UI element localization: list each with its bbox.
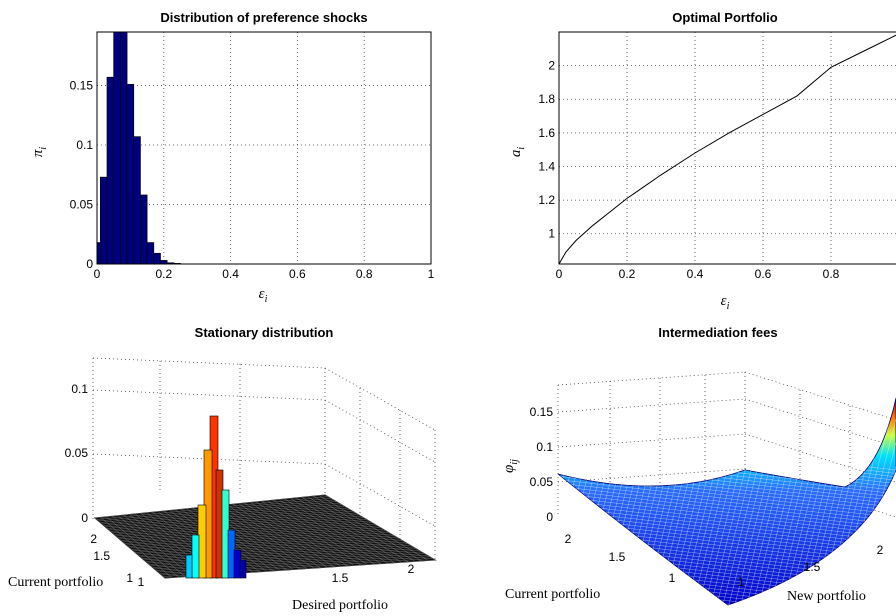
histogram-bar <box>96 242 101 265</box>
z-tick-label: 0 <box>546 510 553 524</box>
histogram-bar <box>160 260 168 265</box>
histogram-bar <box>126 83 135 265</box>
y-tick-label: 1.8 <box>538 92 555 106</box>
x-tick-label: 1 <box>428 267 435 281</box>
chart-title-3: Stationary distribution <box>195 325 334 340</box>
z-ticks-4: 0.15 0.1 0.05 0 <box>530 405 554 524</box>
y-tick-label: 1.5 <box>93 549 110 563</box>
y-ticks-4: 2 1.5 1 <box>565 532 676 585</box>
x-tick-label: 0.4 <box>222 267 239 281</box>
y-tick-label: 1.6 <box>538 126 555 140</box>
y-tick-label: 0.1 <box>76 138 93 152</box>
x-tick-label: 0 <box>94 267 101 281</box>
panel-stationary-distribution: Stationary distribution <box>8 325 437 613</box>
spike-bar <box>185 554 193 579</box>
y-tick-label: 1.4 <box>538 159 555 173</box>
histogram-bar <box>140 194 148 265</box>
histogram-bar <box>113 31 121 265</box>
x-tick-label: 0.8 <box>823 267 840 281</box>
y-tick-label: 1.5 <box>609 550 626 564</box>
x-tick-label: 0.2 <box>155 267 172 281</box>
y-axis-label-4: Current portfolio <box>505 587 600 602</box>
histogram-bar <box>99 176 108 265</box>
y-tick-label: 1 <box>548 227 555 241</box>
histogram-bar <box>106 76 115 265</box>
x-tick-label: 0.2 <box>619 267 636 281</box>
z-tick-label: 0 <box>81 511 88 525</box>
y-tick-label: 2 <box>548 59 555 73</box>
z-tick-label: 0.1 <box>536 440 553 454</box>
histogram-bar <box>120 31 128 265</box>
x-ticks-4: 1 1.5 2 <box>738 543 884 589</box>
chart-title-2: Optimal Portfolio <box>672 10 778 25</box>
x-tick-label: 1 <box>138 575 145 589</box>
x-tick-label: 0.6 <box>755 267 772 281</box>
line-series <box>558 34 896 265</box>
histogram-bar <box>153 252 161 265</box>
y-axis-label-1: πi <box>30 147 49 158</box>
y-tick-label: 0.05 <box>70 198 94 212</box>
y-tick-label: 2 <box>565 532 572 546</box>
plot-frame-1 <box>96 31 432 265</box>
panel-optimal-portfolio: Optimal Portfolio 00.20.40.60.8111.21.41… <box>508 10 896 312</box>
histogram-bar <box>133 136 141 265</box>
z-axis-label-4: φij <box>501 459 520 473</box>
distribution-spikes <box>185 415 247 579</box>
x-tick-label: 0 <box>556 267 563 281</box>
x-tick-label: 2 <box>877 543 884 557</box>
z-tick-label: 0.05 <box>530 475 554 489</box>
x-axis-label-3: Desired portfolio <box>292 598 388 613</box>
floor-mesh <box>93 494 437 579</box>
y-tick-label: 2 <box>90 532 97 546</box>
x-axis-label-1: εi <box>259 286 268 305</box>
histogram-bar <box>146 242 155 265</box>
plot-frame-2 <box>558 31 896 265</box>
x-axis-label-2: εi <box>721 293 730 312</box>
z-tick-label: 0.15 <box>530 405 554 419</box>
chart-title-4: Intermediation fees <box>658 325 777 340</box>
x-tick-label: 1.5 <box>332 571 349 585</box>
z-ticks-3: 0.1 0.05 0 <box>65 382 89 525</box>
z-tick-label: 0.05 <box>65 446 89 460</box>
x-axis-label-4: New portfolio <box>787 589 866 604</box>
spike-bar <box>191 534 200 579</box>
panel-preference-shocks: Distribution of preference shocks 0 0.2 0.… <box>30 10 435 305</box>
y-tick-label: 1 <box>669 571 676 585</box>
y-tick-label: 1.2 <box>538 193 555 207</box>
x-tick-label: 1 <box>738 575 745 589</box>
spike-bar <box>239 559 247 579</box>
y-tick-label: 0.15 <box>70 79 94 93</box>
x-tick-label: 0.6 <box>289 267 306 281</box>
x-tick-label: 2 <box>408 562 415 576</box>
x-tick-label: 1.5 <box>804 560 821 574</box>
x-ticks-3: 1 1.5 2 <box>138 562 415 589</box>
chart-title-1: Distribution of preference shocks <box>160 10 367 25</box>
x-tick-label: 0.8 <box>356 267 373 281</box>
y-ticks-3: 2 1.5 1 <box>90 532 133 585</box>
y-tick-label: 0 <box>86 257 93 271</box>
y-axis-label-3: Current portfolio <box>8 575 103 590</box>
panel-intermediation-fees: Intermediation fees <box>501 325 896 606</box>
z-tick-label: 0.1 <box>71 382 88 396</box>
y-tick-label: 1 <box>126 571 133 585</box>
x-tick-label: 0.4 <box>687 267 704 281</box>
y-axis-label-2: ai <box>508 147 527 158</box>
